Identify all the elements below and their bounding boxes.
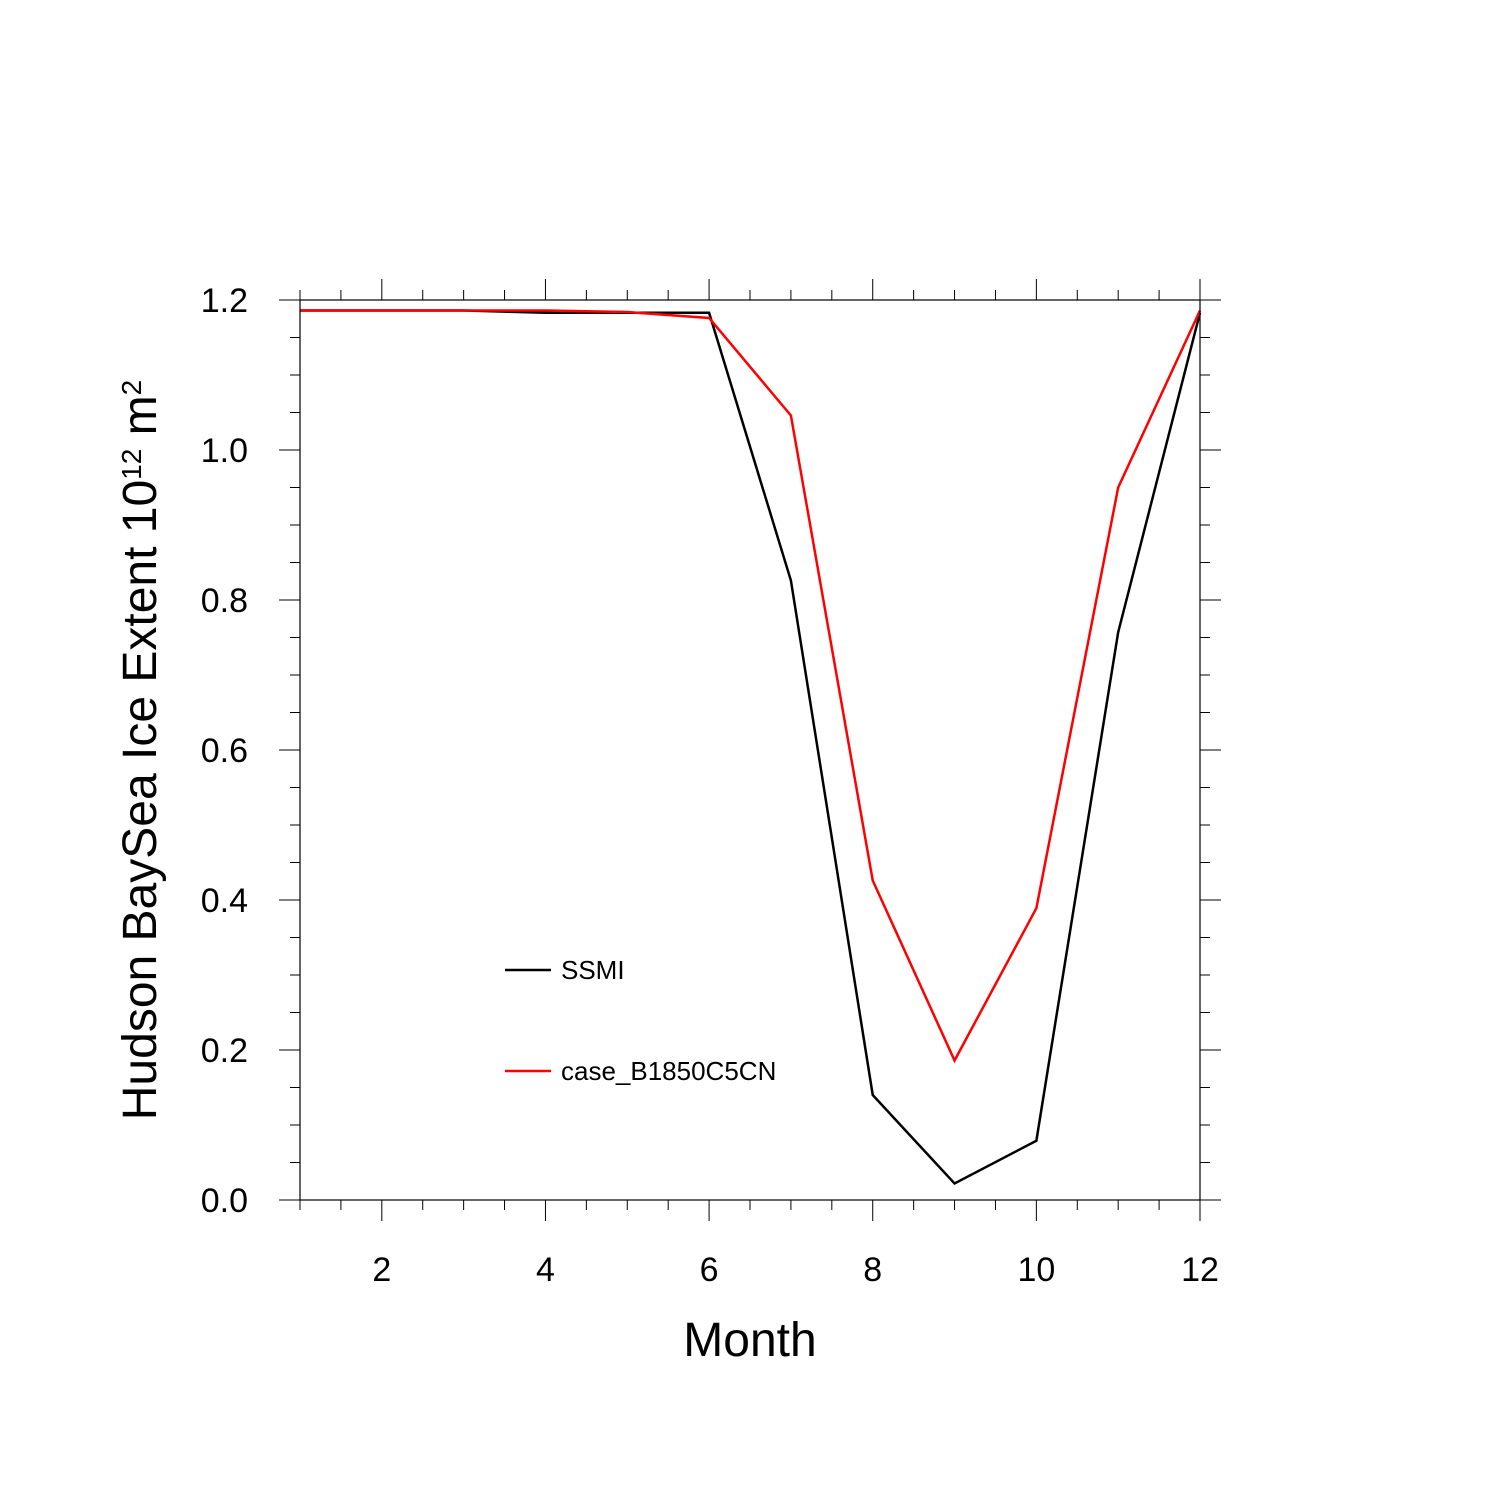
legend-label-ssmi: SSMI [561,955,625,985]
y-axis-title-unit-exponent: 2 [116,380,147,396]
series-lines [300,309,1202,1186]
legend-label-case: case_B1850C5CN [561,1056,776,1086]
x-tick-label: 8 [863,1251,882,1289]
x-tick-label: 4 [536,1251,555,1289]
y-axis-title-unit: m [114,395,167,448]
y-tick-label: 1.2 [201,282,248,320]
x-axis-title: Month [683,1314,816,1367]
x-tick-label: 10 [1017,1251,1055,1289]
axis-ticks [279,279,1221,1221]
tick-labels: 2 4 6 8 10 12 0.0 0.2 0.4 0.6 0.8 1.0 1.2 [201,282,1219,1289]
y-axis-title-exponent: 12 [116,449,147,480]
y-axis-title: Hudson BaySea Ice Extent 1012 m2 [114,380,167,1120]
y-tick-label: 0.0 [201,1182,248,1220]
legend: SSMI case_B1850C5CN [505,955,776,1086]
plot-frame [299,299,1201,1201]
y-tick-label: 0.4 [201,882,248,920]
x-tick-label: 6 [700,1251,719,1289]
y-tick-label: 0.6 [201,732,248,770]
x-tick-label: 12 [1181,1251,1219,1289]
y-axis-title-text: Hudson BaySea Ice Extent 10 [114,480,167,1120]
series-line-case-b1850c5cn [300,309,1202,1064]
x-tick-label: 2 [372,1251,391,1289]
y-tick-label: 0.2 [201,1032,248,1070]
y-tick-label: 0.8 [201,582,248,620]
y-tick-label: 1.0 [201,432,248,470]
